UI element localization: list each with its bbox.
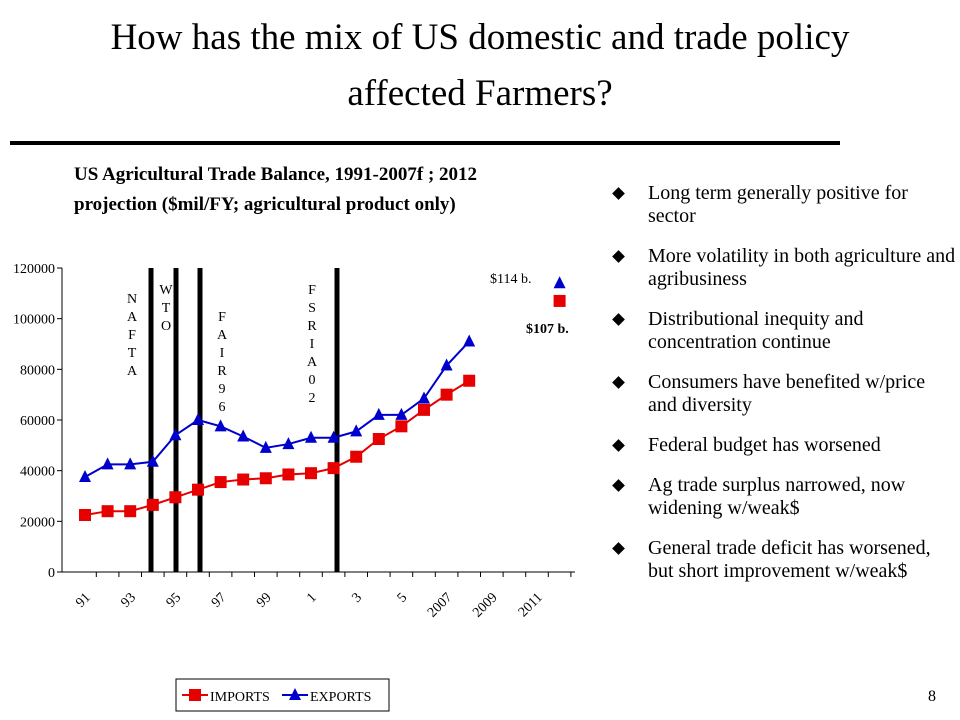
bullet: Long term generally positive for sector: [612, 182, 957, 228]
marker: [101, 457, 114, 470]
event-label: NAFTA: [125, 292, 140, 382]
marker: [146, 454, 159, 467]
marker: [305, 467, 317, 480]
annotation: $107 b.: [526, 322, 569, 337]
x-tick-label: 2011: [516, 590, 546, 620]
bullet: Ag trade surplus narrowed, now widening …: [612, 474, 957, 520]
legend-label: IMPORTS: [210, 690, 270, 705]
marker: [440, 358, 453, 371]
marker: [282, 437, 295, 450]
x-tick-label: 5: [395, 590, 411, 606]
series-line: [85, 283, 560, 477]
marker: [237, 473, 250, 486]
legend-label: EXPORTS: [310, 690, 371, 705]
bullet: Consumers have benefited w/price and div…: [612, 371, 957, 417]
bullet: Federal budget has worsened: [612, 434, 957, 457]
x-tick-label: 93: [119, 590, 140, 611]
marker: [192, 413, 204, 425]
marker: [124, 457, 137, 470]
legend-marker: [289, 688, 301, 700]
series-line: [85, 301, 560, 515]
x-tick-label: 99: [254, 590, 275, 611]
annotation: $114 b.: [490, 272, 531, 287]
marker: [463, 334, 476, 347]
marker: [418, 403, 430, 416]
marker: [395, 420, 408, 433]
y-tick-label: 60000: [20, 414, 55, 429]
marker: [440, 388, 453, 401]
marker: [259, 440, 272, 453]
marker: [214, 419, 227, 432]
y-tick-label: 40000: [20, 465, 55, 480]
chart-title: US Agricultural Trade Balance, 1991-2007…: [74, 164, 478, 215]
marker: [169, 428, 182, 441]
x-tick-label: 1: [304, 590, 320, 606]
y-tick-label: 0: [48, 566, 55, 581]
marker: [350, 450, 363, 463]
marker: [146, 498, 159, 511]
bullet-list: Long term generally positive for sector M…: [612, 182, 957, 600]
marker: [553, 294, 566, 307]
event-label: WTO: [158, 283, 173, 337]
marker: [214, 476, 227, 489]
marker: [463, 374, 476, 387]
marker: [124, 505, 137, 518]
marker: [259, 472, 272, 485]
x-tick-label: 91: [73, 590, 94, 611]
marker: [350, 424, 363, 437]
bullet: More volatility in both agriculture and …: [612, 245, 957, 291]
marker: [395, 407, 408, 420]
marker: [418, 391, 430, 404]
x-tick-label: 3: [349, 590, 365, 606]
x-tick-label: 95: [164, 590, 185, 611]
y-tick-label: 120000: [13, 262, 55, 277]
marker: [327, 462, 340, 475]
event-label: FAIR96: [215, 310, 230, 418]
slide-title: How has the mix of US domestic and trade…: [110, 17, 850, 114]
marker: [101, 505, 114, 518]
bullet: Distributional inequity and concentratio…: [612, 308, 957, 354]
marker: [372, 433, 385, 445]
marker: [282, 468, 295, 481]
y-tick-label: 20000: [20, 515, 55, 530]
y-tick-label: 100000: [13, 313, 55, 328]
x-tick-label: 2009: [470, 590, 500, 620]
y-tick-label: 80000: [20, 363, 55, 378]
marker: [79, 470, 91, 482]
marker: [169, 491, 182, 504]
marker: [192, 483, 204, 496]
marker: [372, 407, 385, 420]
legend-marker: [189, 689, 201, 701]
event-label: FSRIA02: [305, 283, 320, 409]
marker: [553, 276, 566, 289]
marker: [79, 509, 91, 521]
x-tick-label: 2007: [425, 590, 455, 620]
bullet: General trade deficit has worsened, but …: [612, 537, 957, 583]
x-tick-label: 97: [209, 590, 230, 611]
marker: [237, 429, 250, 442]
marker: [327, 430, 340, 443]
page-number: 8: [928, 688, 936, 705]
title-rule: [10, 141, 840, 145]
marker: [305, 430, 317, 443]
